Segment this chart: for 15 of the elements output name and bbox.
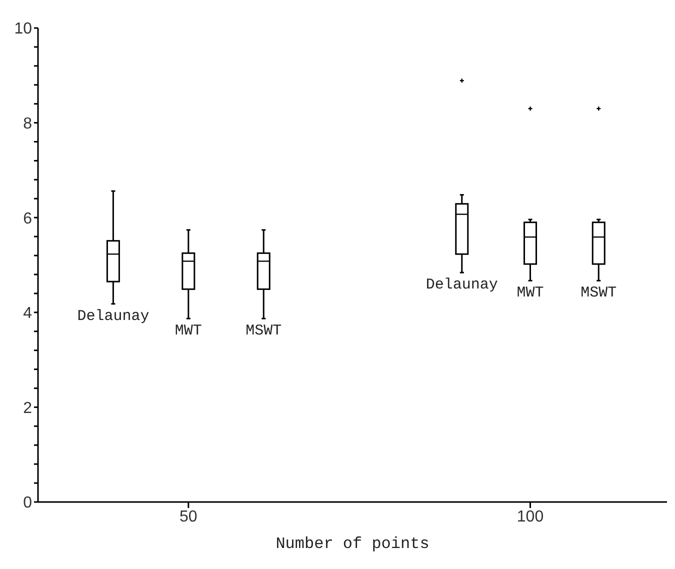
y-tick-label: 0 bbox=[23, 494, 32, 512]
text: MWT bbox=[174, 322, 202, 340]
series-label: MSWT bbox=[580, 284, 617, 302]
x-axis-title: Number of points bbox=[276, 535, 430, 553]
text: MSWT bbox=[246, 322, 282, 340]
x-tick-label: 100 bbox=[516, 508, 544, 526]
y-tick-label: 4 bbox=[23, 305, 32, 322]
x-tick-label: 50 bbox=[180, 508, 198, 526]
text: Delaunay bbox=[426, 276, 498, 294]
y-tick-label: 2 bbox=[23, 400, 32, 417]
y-tick-label: 6 bbox=[23, 210, 32, 228]
series-label: MWT bbox=[516, 284, 544, 302]
y-tick-label: 10 bbox=[14, 20, 32, 38]
text: Delaunay bbox=[77, 308, 150, 325]
y-tick-label: 8 bbox=[23, 115, 32, 132]
